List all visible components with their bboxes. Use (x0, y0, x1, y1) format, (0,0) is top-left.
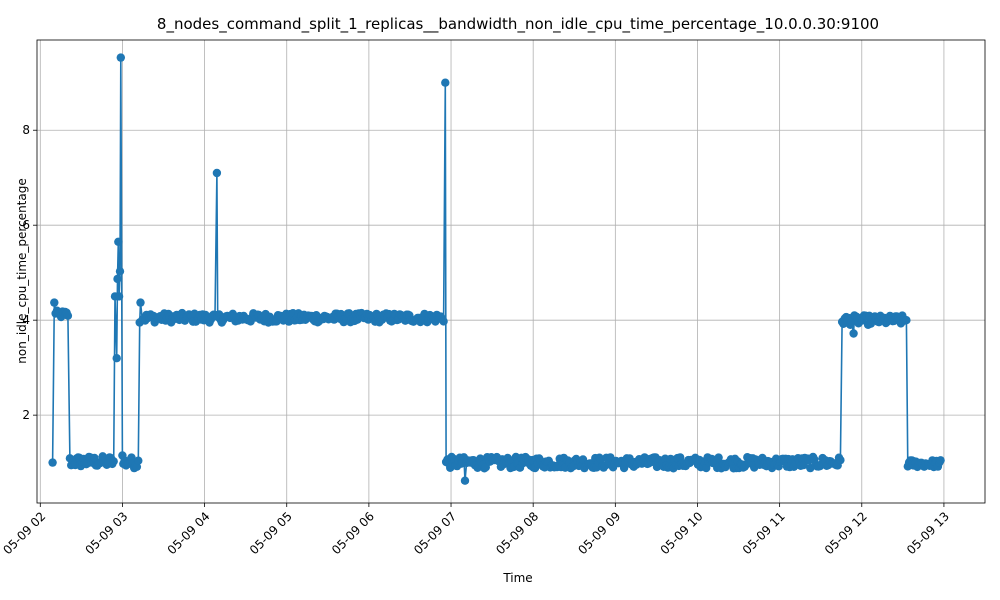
data-point (439, 317, 448, 326)
data-point (136, 298, 145, 307)
data-point (113, 274, 122, 284)
x-tick-label: 05-09 09 (575, 509, 623, 557)
data-point (115, 267, 125, 276)
x-tick-label: 05-09 11 (740, 509, 788, 557)
data-point (212, 168, 222, 178)
grid (37, 40, 985, 503)
data-point (48, 458, 57, 467)
x-tick-label: 05-09 06 (329, 509, 377, 557)
data-point (836, 455, 845, 465)
series-points (48, 53, 945, 485)
x-tick-label: 05-09 04 (165, 509, 213, 557)
data-point (114, 292, 124, 301)
data-point (50, 298, 59, 307)
data-point (116, 53, 126, 62)
series-line (51, 57, 942, 481)
x-tick-label: 05-09 03 (83, 509, 131, 557)
data-point (112, 354, 121, 363)
x-tick-label: 05-09 10 (658, 509, 706, 557)
x-tick-label: 05-09 05 (247, 509, 295, 557)
data-point (90, 453, 99, 463)
y-tick-label: 2 (22, 408, 30, 422)
x-tick-label: 05-09 13 (904, 509, 952, 557)
data-point (676, 453, 685, 462)
data-point (134, 456, 143, 465)
chart-title: 8_nodes_command_split_1_replicas__bandwi… (157, 15, 879, 34)
data-point (441, 78, 450, 87)
data-point (902, 316, 911, 325)
x-tick-label: 05-09 02 (0, 509, 48, 557)
data-point (109, 457, 118, 466)
x-axis-label: Time (502, 571, 532, 585)
y-tick-label: 8 (22, 123, 30, 137)
x-tick-label: 05-09 12 (822, 509, 870, 557)
y-axis-label: non_idle_cpu_time_percentage (15, 178, 29, 363)
axis-ticks: 2 4 6 8 05-09 02 05-09 03 05-09 04 05-09 05 05-0… (0, 123, 952, 557)
data-point (714, 453, 723, 462)
data-point (63, 311, 73, 320)
data-point (460, 476, 470, 485)
data-point (114, 237, 123, 246)
x-tick-label: 05-09 08 (493, 509, 541, 557)
plot-frame (36, 39, 986, 504)
y-tick-label: 4 (22, 313, 30, 327)
x-tick-label: 05-09 07 (411, 509, 459, 557)
y-tick-label: 6 (22, 218, 30, 232)
data-point (849, 329, 858, 338)
data-point (936, 456, 945, 465)
